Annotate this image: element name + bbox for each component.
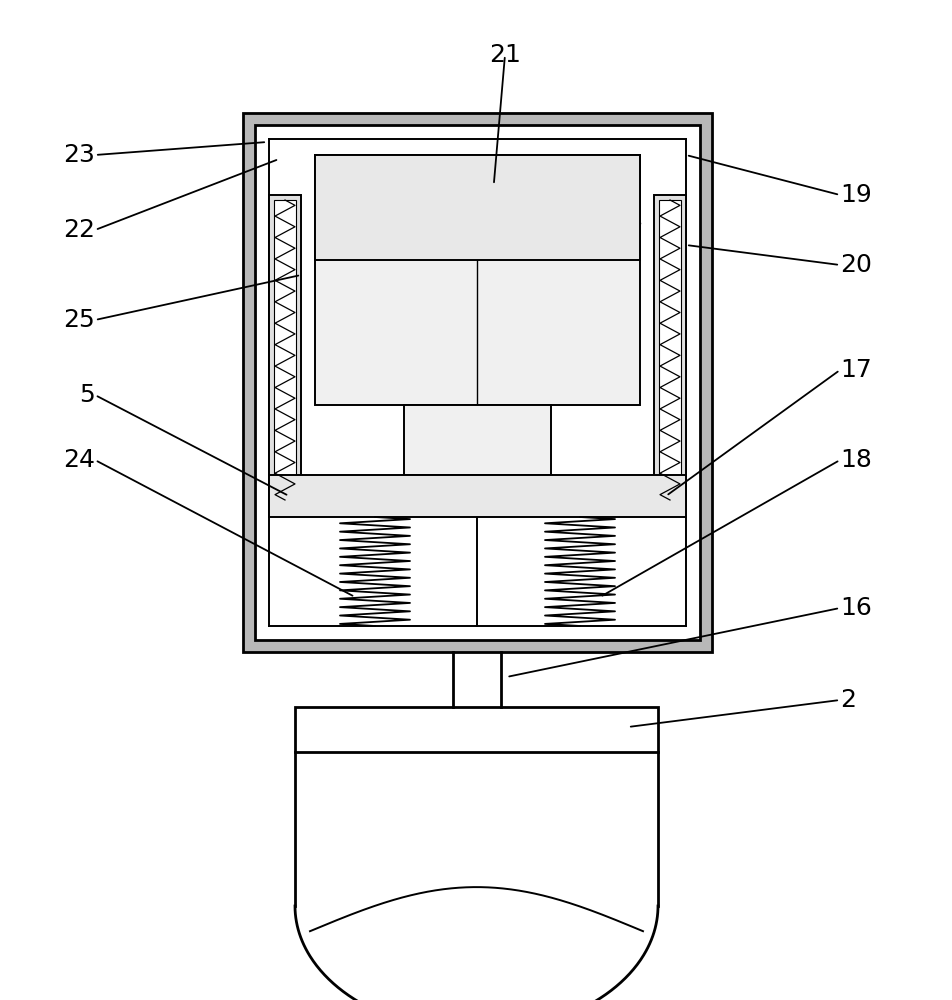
Text: 20: 20 xyxy=(839,253,871,277)
Bar xyxy=(268,475,685,517)
Bar xyxy=(268,195,301,505)
Text: 18: 18 xyxy=(839,448,871,472)
Bar xyxy=(315,155,640,260)
Bar xyxy=(243,113,711,652)
Text: 23: 23 xyxy=(63,143,95,167)
Text: 24: 24 xyxy=(63,448,95,472)
Text: 2: 2 xyxy=(839,688,855,712)
Bar xyxy=(274,200,296,500)
Bar xyxy=(295,707,657,752)
Text: 25: 25 xyxy=(63,308,95,332)
Bar xyxy=(653,195,685,505)
Bar xyxy=(659,200,681,500)
Text: 19: 19 xyxy=(839,183,871,207)
Text: 22: 22 xyxy=(63,218,95,242)
Text: 5: 5 xyxy=(79,383,95,407)
Text: 21: 21 xyxy=(488,43,521,67)
Bar xyxy=(315,155,640,405)
Text: 16: 16 xyxy=(839,596,871,620)
Bar xyxy=(255,125,700,640)
Text: 17: 17 xyxy=(839,358,871,382)
Bar xyxy=(404,405,550,475)
